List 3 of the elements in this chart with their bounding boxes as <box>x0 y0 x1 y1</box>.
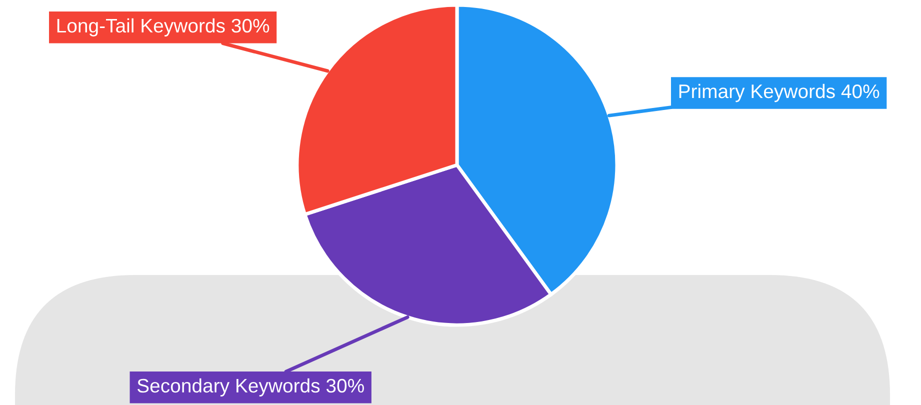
slice-label: Secondary Keywords 30% <box>137 378 364 396</box>
slice-label: Primary Keywords 40% <box>679 84 880 102</box>
slice-label: Long-Tail Keywords 30% <box>57 18 270 36</box>
